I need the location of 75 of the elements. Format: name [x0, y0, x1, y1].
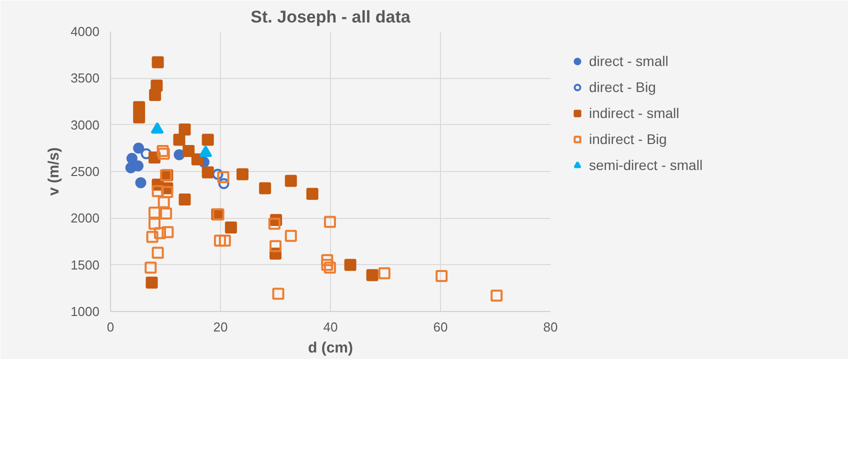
- y-tick-label: 3500: [70, 70, 100, 86]
- point: [133, 111, 146, 124]
- point: [272, 288, 284, 300]
- point: [270, 240, 282, 252]
- point: [133, 101, 146, 114]
- point: [284, 174, 297, 187]
- point: [268, 218, 280, 230]
- point: [202, 134, 214, 146]
- point: [284, 230, 297, 242]
- point: [321, 254, 334, 266]
- point: [324, 262, 336, 274]
- point: [158, 148, 170, 160]
- y-tick-label: 1500: [70, 257, 100, 272]
- legend-label: semi-direct - small: [589, 157, 703, 173]
- point: [132, 160, 144, 172]
- point: [154, 227, 166, 240]
- y-tick-label: 2500: [70, 164, 100, 179]
- x-tick-label: 60: [433, 320, 448, 334]
- point: [133, 142, 144, 154]
- x-tick-label: 20: [213, 320, 228, 334]
- point: [152, 185, 164, 198]
- point: [490, 290, 503, 302]
- point: [344, 258, 356, 271]
- legend-label: direct - Big: [589, 79, 656, 95]
- point: [126, 152, 138, 164]
- x-tick-label: 80: [543, 320, 558, 334]
- point: [161, 186, 174, 198]
- point: [146, 230, 158, 243]
- point: [236, 168, 248, 180]
- point: [178, 194, 191, 206]
- point: [135, 177, 146, 188]
- point: [191, 153, 204, 166]
- point: [162, 226, 174, 238]
- y-tick-label: 3000: [70, 117, 100, 132]
- point: [378, 267, 390, 280]
- x-tick-label: 0: [106, 320, 114, 334]
- x-axis-title: d (cm): [308, 340, 354, 356]
- point: [224, 222, 237, 234]
- point: [152, 56, 164, 68]
- point: [217, 171, 230, 184]
- point: [436, 270, 448, 282]
- point: [214, 234, 226, 247]
- point: [158, 196, 170, 208]
- point: [149, 88, 162, 101]
- point: [150, 122, 164, 134]
- y-tick-label: 4000: [70, 24, 100, 39]
- x-tick-label: 40: [323, 320, 338, 334]
- y-tick-label: 2000: [70, 210, 100, 226]
- point: [212, 168, 224, 180]
- point: [178, 124, 191, 136]
- point: [173, 134, 186, 146]
- y-axis-title: v (m/s): [46, 147, 63, 196]
- point: [321, 258, 334, 271]
- y-tick-label: 1000: [70, 304, 100, 319]
- point: [324, 216, 336, 228]
- point: [218, 178, 230, 190]
- point: [152, 246, 164, 259]
- point: [160, 208, 172, 220]
- point: [218, 234, 231, 247]
- point: [140, 148, 152, 160]
- legend-label: indirect - Big: [589, 131, 667, 147]
- point: [144, 262, 157, 274]
- point: [148, 206, 160, 219]
- point: [259, 182, 272, 194]
- point: [182, 144, 195, 157]
- point: [156, 144, 169, 157]
- point: [202, 166, 214, 178]
- point: [174, 149, 185, 160]
- point: [146, 276, 158, 289]
- legend-label: direct - small: [589, 53, 668, 69]
- legend-label: indirect - small: [589, 105, 680, 121]
- point: [306, 188, 318, 200]
- point: [148, 218, 160, 230]
- point: [366, 269, 378, 282]
- chart-title: St. Joseph - all data: [250, 8, 411, 26]
